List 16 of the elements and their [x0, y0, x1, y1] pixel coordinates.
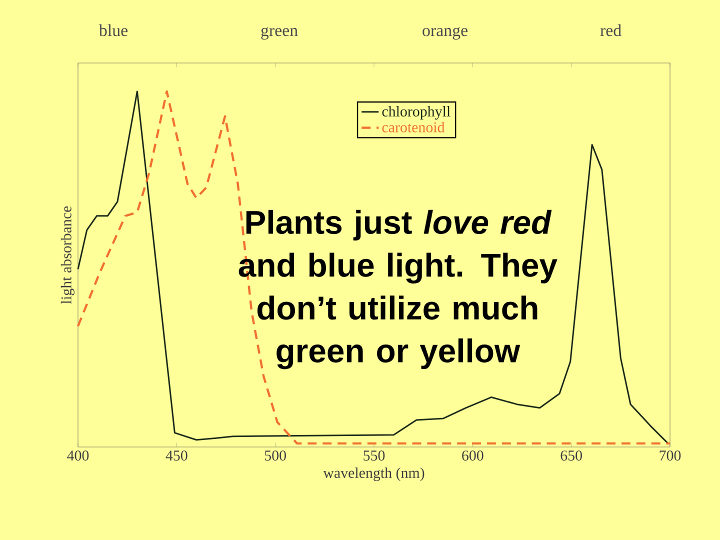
x-axis-title: wavelength (nm): [323, 467, 424, 482]
legend-label: chlorophyll: [382, 106, 450, 120]
x-tick-label: 600: [462, 450, 484, 461]
text: red: [600, 24, 622, 36]
text: blue: [98, 24, 128, 36]
x-tick-label: 400: [67, 450, 89, 461]
x-tick-label: 700: [660, 450, 681, 461]
text: green: [261, 27, 298, 40]
text: orange: [422, 27, 468, 40]
x-tick-label: 550: [364, 450, 385, 461]
y-axis-title: light absorbance: [60, 206, 74, 304]
x-tick-label: 450: [166, 450, 188, 461]
annotation: Plants just love red and blue light. They don’t utilize much green or yellow: [238, 210, 558, 370]
x-tick-label: 500: [265, 450, 286, 461]
legend-label: carotenoid: [382, 122, 445, 132]
x-tick-label: 650: [560, 450, 582, 461]
